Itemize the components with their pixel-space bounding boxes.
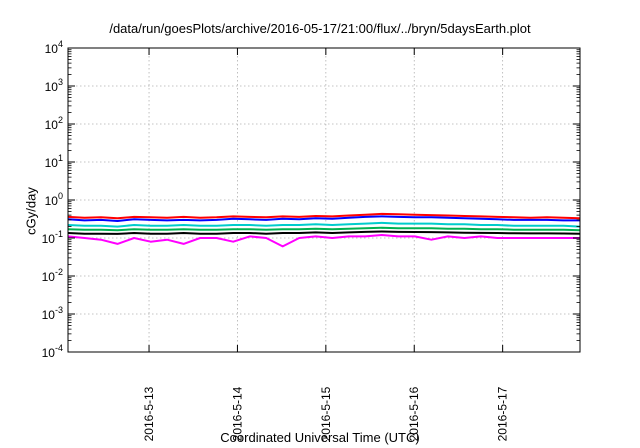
chart-title: /data/run/goesPlots/archive/2016-05-17/2… [109,21,531,36]
y-tick-label: 101 [45,153,63,170]
series-line-1 [67,212,581,220]
x-tick-label: 2016-5-15 [319,386,333,441]
grid [68,48,580,352]
y-tick-label: 102 [45,115,63,132]
series-line-4 [67,226,581,232]
series-line-3 [67,221,581,228]
plot-frame [67,47,581,353]
axes: 10-4 10-3 10-2 10-1 100 101 102 103 104 2016-5-13… [42,39,581,441]
x-tick-label: 2016-5-17 [496,386,510,441]
series-line-5 [67,230,581,235]
series-line-6 [67,234,580,248]
y-tick-label: 100 [45,191,63,208]
series-group [67,212,581,248]
x-tick-label: 2016-5-14 [230,386,244,441]
x-axis-label: Coordinated Universal Time (UTC) [220,430,420,445]
y-tick-label: 104 [45,39,63,56]
x-tick-label: 2016-5-16 [407,386,421,441]
x-tick-label: 2016-5-13 [142,386,156,441]
y-tick-label: 10-4 [42,343,63,360]
y-tick-label: 10-2 [42,267,63,284]
y-tick-label: 10-3 [42,305,63,322]
series-line-2 [67,215,580,222]
y-tick-label: 10-1 [42,229,63,246]
y-tick-label: 103 [45,77,63,94]
